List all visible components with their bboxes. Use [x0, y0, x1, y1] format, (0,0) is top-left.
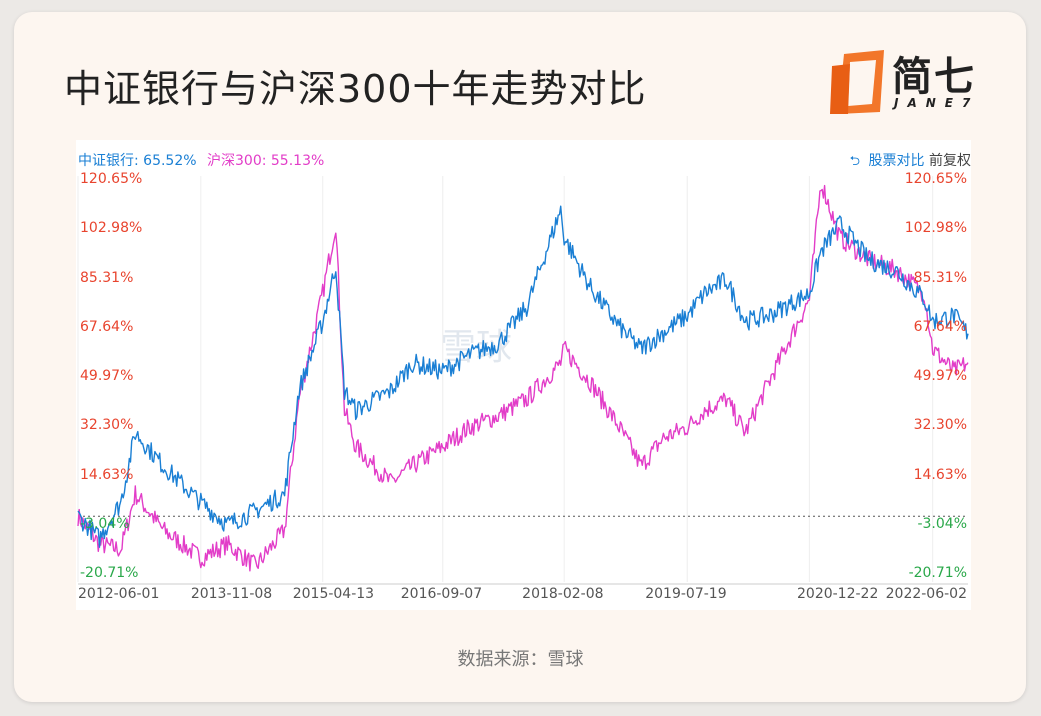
- y-tick-label-right: -3.04%: [917, 515, 967, 532]
- y-tick-label-left: 85.31%: [80, 269, 134, 286]
- series-line-a: [77, 205, 969, 548]
- legend-series-b: 沪深300: 55.13%: [207, 153, 325, 169]
- y-tick-label-left: 67.64%: [80, 318, 134, 335]
- y-tick-label-right: 14.63%: [913, 466, 967, 483]
- stock-compare-button[interactable]: 股票对比: [868, 153, 925, 169]
- y-tick-label-right: -20.71%: [908, 565, 967, 581]
- logo-mark-icon: [830, 50, 884, 114]
- brand-logo: 简七 JANE7: [830, 48, 990, 118]
- y-tick-label-right: 85.31%: [913, 269, 967, 286]
- price-adjust-button[interactable]: 前复权: [929, 153, 971, 169]
- y-tick-label-left: 14.63%: [80, 466, 134, 483]
- series-line-b: [77, 184, 969, 572]
- chart-toolbar: ⮌ 股票对比 前复权: [850, 150, 971, 174]
- x-tick-label: 2019-07-19: [645, 586, 727, 602]
- x-tick-label: 2022-06-02: [885, 586, 967, 602]
- logo-subtext: JANE7: [894, 96, 980, 110]
- y-tick-label-right: 49.97%: [913, 368, 967, 384]
- y-tick-label-left: 102.98%: [80, 220, 143, 237]
- back-icon[interactable]: ⮌: [849, 154, 861, 169]
- logo-text: 简七: [892, 54, 976, 100]
- y-tick-label-right: 32.30%: [913, 417, 967, 434]
- y-tick-label-left: -20.71%: [80, 565, 139, 581]
- watermark: 雪球: [440, 327, 513, 368]
- y-tick-label-right: 120.65%: [904, 171, 967, 187]
- y-tick-label-left: 120.65%: [80, 171, 143, 187]
- y-tick-label-left: 49.97%: [80, 368, 134, 384]
- y-tick-label-left: -3.04%: [80, 515, 130, 532]
- chart-panel: [76, 140, 971, 610]
- y-tick-label-right: 67.64%: [913, 318, 967, 335]
- x-tick-label: 2018-02-08: [522, 586, 604, 602]
- y-tick-label-left: 32.30%: [80, 417, 134, 434]
- legend-series-a: 中证银行: 65.52%: [78, 153, 197, 169]
- x-tick-label: 2012-06-01: [78, 586, 160, 602]
- x-tick-label: 2016-09-07: [400, 586, 483, 602]
- y-tick-label-right: 102.98%: [904, 220, 967, 237]
- data-source: 数据来源：雪球: [457, 649, 584, 670]
- x-tick-label: 2020-12-22: [797, 586, 879, 602]
- x-tick-label: 2015-04-13: [292, 586, 375, 602]
- x-tick-label: 2013-11-08: [190, 586, 273, 602]
- page-title: 中证银行与沪深300十年走势对比: [64, 67, 647, 111]
- chart-legend: 中证银行: 65.52% 沪深300: 55.13%: [78, 150, 324, 170]
